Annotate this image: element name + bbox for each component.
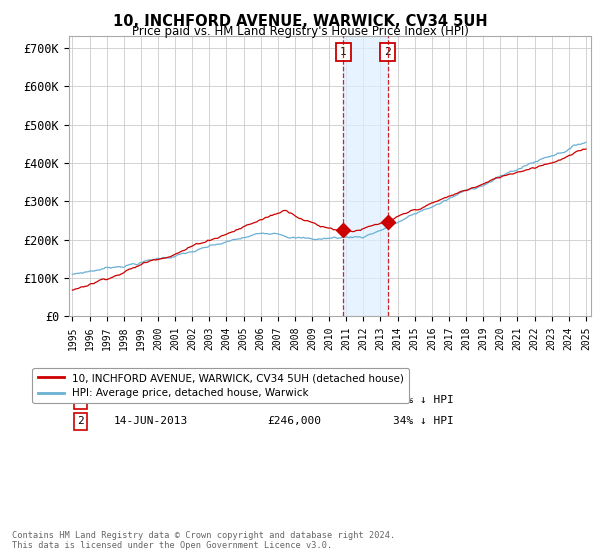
Text: Contains HM Land Registry data © Crown copyright and database right 2024.
This d: Contains HM Land Registry data © Crown c… bbox=[12, 530, 395, 550]
Text: 39% ↓ HPI: 39% ↓ HPI bbox=[392, 395, 454, 405]
Text: 14-JUN-2013: 14-JUN-2013 bbox=[113, 417, 188, 426]
Text: 1: 1 bbox=[77, 395, 84, 405]
Text: 2: 2 bbox=[384, 46, 391, 57]
Bar bbox=[343, 36, 388, 316]
Text: 1: 1 bbox=[340, 46, 347, 57]
Text: £246,000: £246,000 bbox=[268, 417, 322, 426]
Text: 10, INCHFORD AVENUE, WARWICK, CV34 5UH: 10, INCHFORD AVENUE, WARWICK, CV34 5UH bbox=[113, 14, 487, 29]
Text: £225,000: £225,000 bbox=[268, 395, 322, 405]
Text: 01-NOV-2010: 01-NOV-2010 bbox=[113, 395, 188, 405]
Text: Price paid vs. HM Land Registry's House Price Index (HPI): Price paid vs. HM Land Registry's House … bbox=[131, 25, 469, 38]
Legend: 10, INCHFORD AVENUE, WARWICK, CV34 5UH (detached house), HPI: Average price, det: 10, INCHFORD AVENUE, WARWICK, CV34 5UH (… bbox=[32, 368, 409, 403]
Text: 34% ↓ HPI: 34% ↓ HPI bbox=[392, 417, 454, 426]
Text: 2: 2 bbox=[77, 417, 84, 426]
